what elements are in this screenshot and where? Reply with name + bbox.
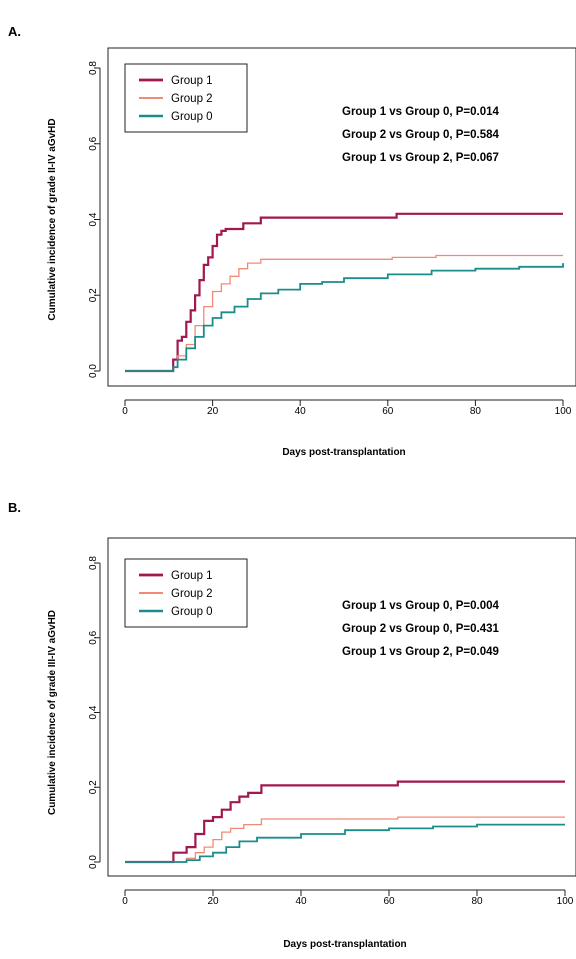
series-line-group-2 bbox=[125, 816, 565, 863]
x-tick-label: 60 bbox=[382, 406, 394, 417]
legend-label: Group 0 bbox=[171, 606, 213, 618]
chart-panel-b: B. 0 20 40 60 80 100 Days post-transplantation 0… bbox=[0, 490, 576, 959]
chart-panel-a: A. 0 20 40 60 80 100 Days post-transplantation 0… bbox=[8, 24, 576, 458]
y-tick-label: 0.2 bbox=[88, 780, 99, 794]
legend-label: Group 0 bbox=[171, 111, 213, 123]
legend-label: Group 1 bbox=[171, 75, 213, 87]
y-tick-label: 0.6 bbox=[88, 136, 99, 150]
x-tick-label: 20 bbox=[207, 896, 219, 907]
x-tick-label: 40 bbox=[295, 406, 307, 417]
x-tick-label: 60 bbox=[383, 896, 395, 907]
x-tick-label: 0 bbox=[122, 896, 128, 907]
panel-label: A. bbox=[8, 24, 21, 39]
stat-annotation: Group 2 vs Group 0, P=0.431 bbox=[342, 623, 500, 635]
y-tick-label: 0.4 bbox=[88, 212, 99, 226]
y-tick-label: 0.0 bbox=[88, 855, 99, 869]
y-tick-label: 0.8 bbox=[88, 556, 99, 570]
legend-label: Group 2 bbox=[171, 588, 213, 600]
y-tick-label: 0.2 bbox=[88, 288, 99, 302]
y-tick-label: 0.4 bbox=[88, 705, 99, 719]
y-tick-label: 0.0 bbox=[88, 364, 99, 378]
x-tick-label: 100 bbox=[557, 896, 574, 907]
y-tick-label: 0.8 bbox=[88, 61, 99, 75]
x-tick-label: 20 bbox=[207, 406, 219, 417]
x-tick-label: 100 bbox=[555, 406, 572, 417]
stat-annotation: Group 1 vs Group 2, P=0.049 bbox=[342, 646, 499, 658]
series-line-group-1 bbox=[125, 780, 565, 864]
x-tick-label: 40 bbox=[295, 896, 307, 907]
chart-a-svg: A. 0 20 40 60 80 100 Days post-transplantation 0… bbox=[8, 24, 576, 458]
plot-frame bbox=[107, 47, 576, 387]
series-line-group-0 bbox=[125, 823, 565, 863]
y-axis-title: Cumulative incidence of grade III-IV aGv… bbox=[47, 610, 58, 815]
y-axis-title: Cumulative incidence of grade II-IV aGvH… bbox=[47, 118, 58, 320]
stat-annotation: Group 1 vs Group 0, P=0.014 bbox=[342, 106, 500, 118]
legend-label: Group 2 bbox=[171, 93, 213, 105]
panel-label: B. bbox=[8, 500, 21, 515]
series-line-group-0 bbox=[125, 263, 564, 372]
x-tick-label: 80 bbox=[471, 896, 483, 907]
legend-label: Group 1 bbox=[171, 570, 213, 582]
stat-annotation: Group 1 vs Group 0, P=0.004 bbox=[342, 600, 500, 612]
x-axis-title: Days post-transplantation bbox=[283, 939, 406, 950]
chart-b-svg: B. 0 20 40 60 80 100 Days post-transplantation 0… bbox=[8, 500, 576, 950]
x-axis-title: Days post-transplantation bbox=[282, 447, 405, 458]
y-tick-label: 0.6 bbox=[88, 630, 99, 644]
stat-annotation: Group 2 vs Group 0, P=0.584 bbox=[342, 129, 500, 141]
series-line-group-1 bbox=[125, 212, 563, 373]
x-tick-label: 80 bbox=[470, 406, 482, 417]
stat-annotation: Group 1 vs Group 2, P=0.067 bbox=[342, 152, 499, 164]
x-tick-label: 0 bbox=[122, 406, 128, 417]
plot-frame bbox=[107, 537, 576, 877]
